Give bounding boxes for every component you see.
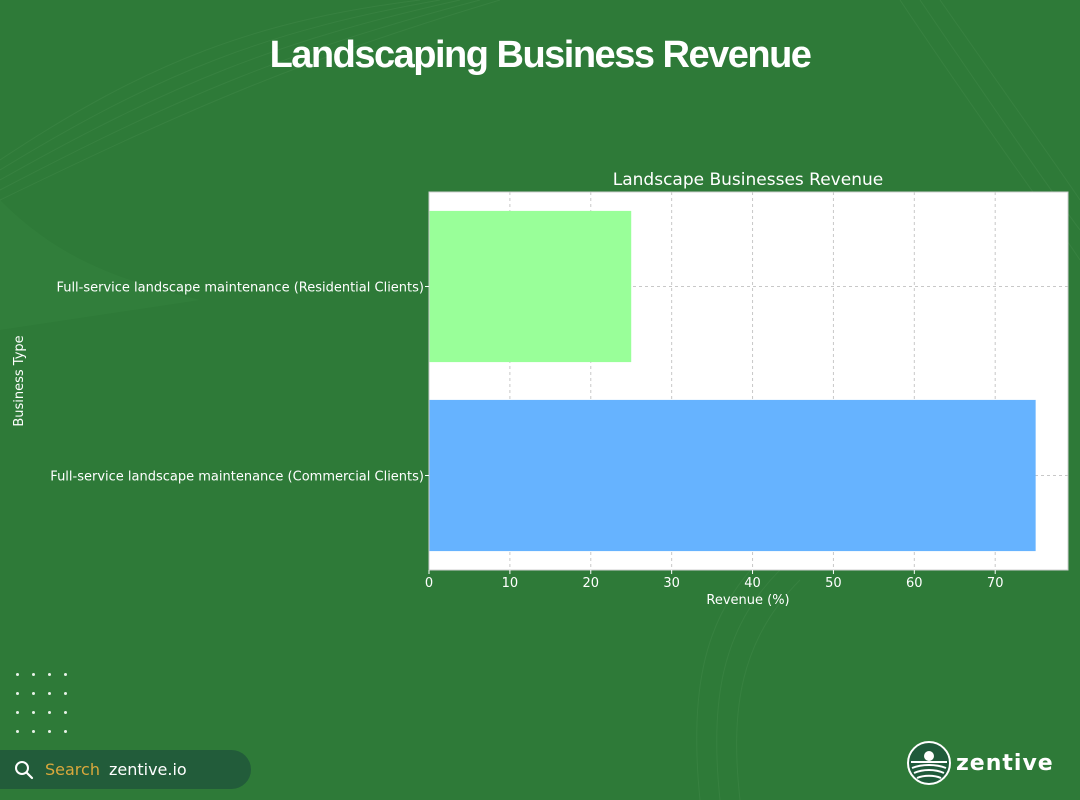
decorative-dot <box>16 711 19 714</box>
x-tick-label: 50 <box>825 576 842 591</box>
decorative-dot <box>16 673 19 676</box>
search-word: Search <box>45 760 100 779</box>
decorative-dot <box>64 692 67 695</box>
decorative-dot <box>48 730 51 733</box>
bars <box>429 210 1036 552</box>
decorative-dot <box>64 673 67 676</box>
decorative-dot <box>32 673 35 676</box>
brand: zentive <box>906 740 1054 786</box>
x-tick-label: 70 <box>987 576 1004 591</box>
x-tick-label: 20 <box>582 576 599 591</box>
bar-1 <box>429 210 632 363</box>
decorative-dot <box>16 730 19 733</box>
zentive-logo-icon <box>907 741 951 785</box>
x-tick-label: 0 <box>425 576 433 591</box>
search-domain: zentive.io <box>108 760 187 779</box>
y-category-labels: Full-service landscape maintenance (Resi… <box>50 281 429 485</box>
search-pill: Search zentive.io <box>0 750 251 789</box>
decorative-dot <box>16 692 19 695</box>
decorative-dot <box>32 711 35 714</box>
decorative-dot <box>64 730 67 733</box>
decorative-dot <box>48 692 51 695</box>
x-tick-label: 60 <box>906 576 923 591</box>
x-ticks: 0 10 20 30 40 50 60 70 <box>425 570 1004 591</box>
brand-name: zentive <box>956 750 1054 776</box>
x-axis-label: Revenue (%) <box>706 593 789 608</box>
plot-frame <box>428 191 1069 571</box>
decorative-dot <box>32 730 35 733</box>
decorative-dot <box>64 711 67 714</box>
magnifier-icon <box>15 760 34 779</box>
decorative-dot <box>32 692 35 695</box>
bar-2 <box>429 399 1036 552</box>
decorative-dot <box>48 673 51 676</box>
x-tick-label: 40 <box>744 576 761 591</box>
page-title: Landscaping Business Revenue <box>269 34 812 76</box>
decorative-dot <box>48 711 51 714</box>
x-tick-label: 10 <box>502 576 519 591</box>
y-category-label: Full-service landscape maintenance (Resi… <box>56 281 424 296</box>
chart-title: Landscape Businesses Revenue <box>613 170 883 190</box>
y-category-label: Full-service landscape maintenance (Comm… <box>50 470 424 485</box>
y-axis-label: Business Type <box>12 335 27 426</box>
decorative-dot-grid <box>14 668 74 738</box>
x-tick-label: 30 <box>663 576 680 591</box>
